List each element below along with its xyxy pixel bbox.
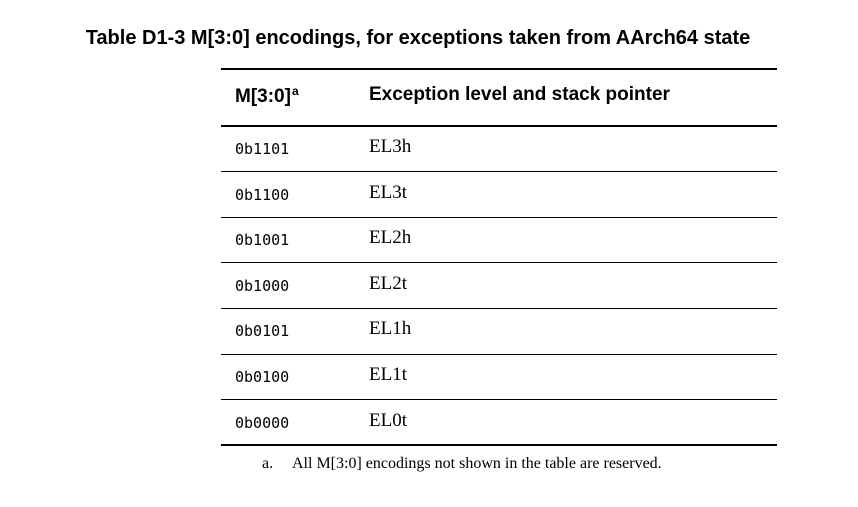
- cell-level: EL3h: [369, 136, 412, 157]
- rule: [221, 262, 777, 264]
- cell-encoding: 0b1100: [235, 185, 290, 204]
- cell-level: EL2h: [369, 227, 412, 249]
- cell-level: EL1t: [369, 364, 407, 385]
- rule: [221, 353, 777, 355]
- cell-level: EL2t: [369, 272, 407, 294]
- rule: [221, 307, 777, 309]
- cell-encoding: 0b0000: [235, 413, 290, 432]
- rule: [221, 444, 777, 447]
- rule: [221, 171, 777, 173]
- cell-encoding: 0b0101: [235, 322, 290, 341]
- cell-level: EL3t: [369, 181, 407, 203]
- cell-level: EL1h: [369, 318, 412, 340]
- header-cell: Exception level and stack pointer: [369, 84, 670, 105]
- cell-encoding: 0b0100: [235, 368, 290, 386]
- table-title: Table D1-3 M[3:0] encodings, for excepti…: [85, 27, 751, 49]
- rule: [221, 216, 777, 218]
- header-text: M[3:0]: [235, 86, 291, 107]
- cell-encoding: 0b1001: [235, 231, 290, 250]
- cell-level: EL0t: [369, 409, 407, 431]
- cell-encoding: 0b1000: [235, 276, 290, 295]
- footnote-text: All M[3:0] encodings not shown in the ta…: [292, 455, 662, 472]
- rule: [221, 68, 777, 70]
- footnote-marker: a.: [262, 455, 274, 472]
- rule: [221, 125, 777, 127]
- cell-encoding: 0b1101: [235, 140, 290, 158]
- footnote-ref: a: [291, 84, 299, 98]
- header-cell: M[3:0]a: [235, 84, 299, 108]
- rule: [221, 399, 777, 401]
